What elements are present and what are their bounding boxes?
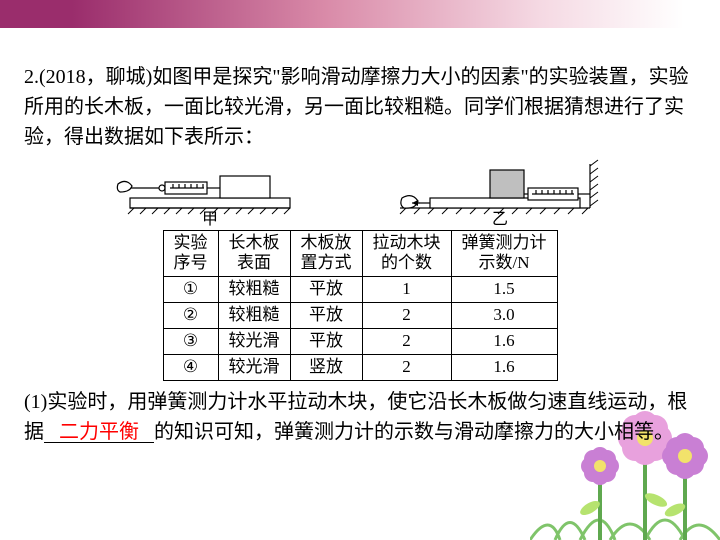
table-row: ④较光滑竖放21.6 [163, 354, 557, 380]
page-content: 2.(2018，聊城)如图甲是探究"影响滑动摩擦力大小的因素"的实验装置，实验所… [24, 62, 696, 447]
figure-row: 甲 [24, 158, 696, 226]
figure-jia: 甲 [110, 158, 310, 226]
th-4: 弹簧测力计示数/N [451, 231, 557, 277]
figure-left-label: 甲 [202, 211, 218, 226]
sub-question-1: (1)实验时，用弹簧测力计水平拉动木块，使它沿长木板做匀速直线运动，根据二力平衡… [24, 387, 696, 447]
th-0: 实验序号 [163, 231, 218, 277]
table-row: ③较光滑平放21.6 [163, 328, 557, 354]
header-gradient [0, 0, 720, 28]
table-row: ①较粗糙平放11.5 [163, 276, 557, 302]
answer-blank: 二力平衡 [44, 422, 154, 443]
figure-yi: 乙 [390, 158, 610, 226]
th-2: 木板放置方式 [290, 231, 362, 277]
data-table: 实验序号 长木板表面 木板放置方式 拉动木块的个数 弹簧测力计示数/N ①较粗糙… [163, 230, 558, 381]
th-1: 长木板表面 [218, 231, 290, 277]
sub1-after: 的知识可知，弹簧测力计的示数与滑动摩擦力的大小相等。 [154, 421, 674, 443]
figure-right-label: 乙 [492, 211, 508, 226]
table-row: ②较粗糙平放23.0 [163, 302, 557, 328]
question-intro: 2.(2018，聊城)如图甲是探究"影响滑动摩擦力大小的因素"的实验装置，实验所… [24, 62, 696, 152]
th-3: 拉动木块的个数 [362, 231, 451, 277]
